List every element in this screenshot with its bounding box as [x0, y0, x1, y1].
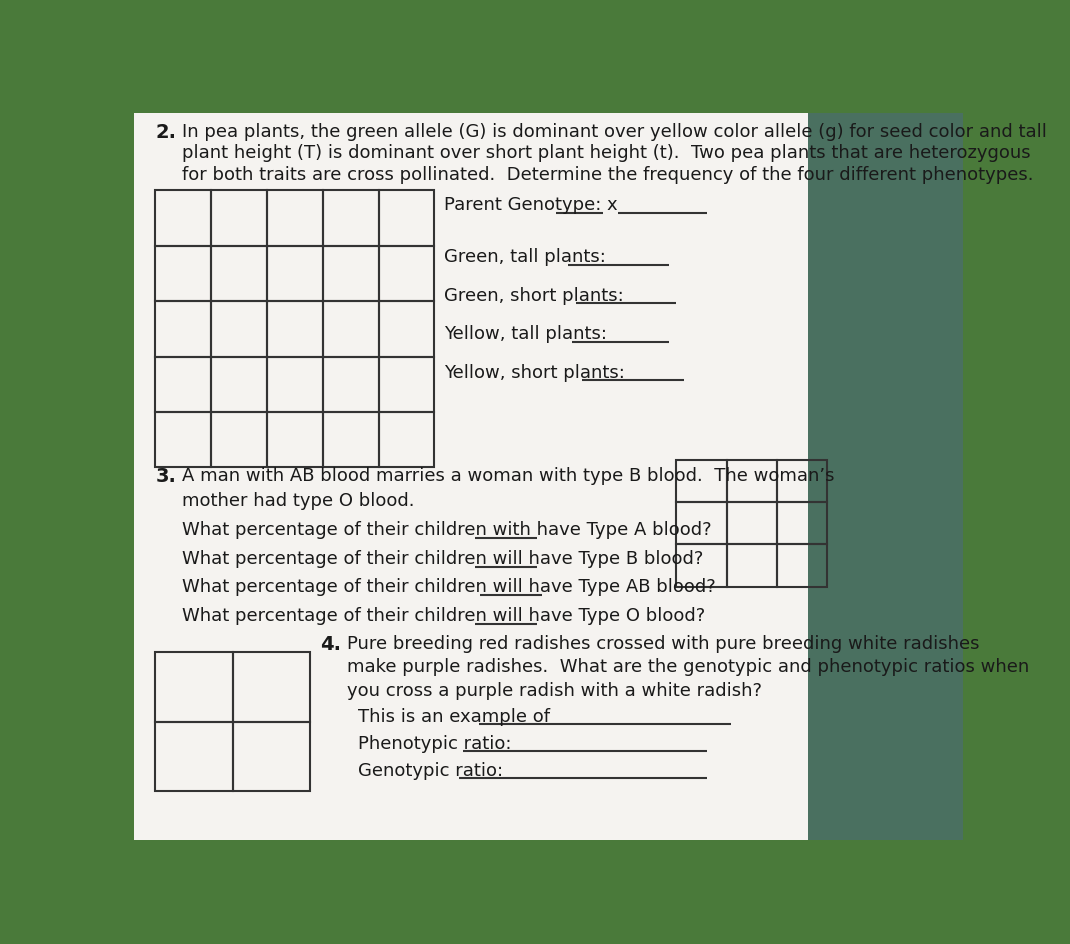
Text: In pea plants, the green allele (G) is dominant over yellow color allele (g) for: In pea plants, the green allele (G) is d…	[182, 123, 1046, 141]
Bar	[268, 301, 323, 357]
Text: Phenotypic ratio:: Phenotypic ratio:	[358, 735, 513, 753]
FancyBboxPatch shape	[134, 113, 808, 840]
Bar	[676, 545, 727, 587]
Text: What percentage of their children will have Type AB blood?: What percentage of their children will h…	[182, 579, 716, 597]
Text: Yellow, tall plants:: Yellow, tall plants:	[444, 325, 607, 343]
Bar	[268, 357, 323, 412]
Bar	[379, 412, 434, 467]
Bar	[777, 502, 827, 545]
Bar	[676, 460, 727, 502]
Bar	[268, 245, 323, 301]
Text: you cross a purple radish with a white radish?: you cross a purple radish with a white r…	[347, 682, 762, 700]
Bar	[379, 191, 434, 245]
Text: mother had type O blood.: mother had type O blood.	[182, 492, 414, 510]
Bar	[211, 245, 268, 301]
Bar	[379, 301, 434, 357]
Bar	[727, 460, 777, 502]
Text: What percentage of their children will have Type B blood?: What percentage of their children will h…	[182, 549, 703, 568]
Bar	[727, 545, 777, 587]
Bar	[323, 245, 379, 301]
Text: Green, tall plants:: Green, tall plants:	[444, 248, 606, 266]
Bar	[155, 245, 211, 301]
Text: 4.: 4.	[320, 635, 340, 654]
Bar	[233, 721, 310, 791]
Bar	[155, 191, 211, 245]
Text: What percentage of their children will have Type O blood?: What percentage of their children will h…	[182, 607, 705, 625]
Text: 3.: 3.	[155, 467, 177, 486]
Text: A man with AB blood marries a woman with type B blood.  The woman’s: A man with AB blood marries a woman with…	[182, 467, 835, 485]
Bar	[211, 412, 268, 467]
Text: What percentage of their children with have Type A blood?: What percentage of their children with h…	[182, 521, 712, 539]
Bar	[727, 502, 777, 545]
Bar	[211, 191, 268, 245]
Bar	[155, 301, 211, 357]
Text: make purple radishes.  What are the genotypic and phenotypic ratios when: make purple radishes. What are the genot…	[347, 659, 1029, 677]
Bar	[155, 652, 233, 721]
FancyBboxPatch shape	[808, 113, 963, 840]
Text: Green, short plants:: Green, short plants:	[444, 287, 624, 305]
Bar	[155, 357, 211, 412]
Text: plant height (T) is dominant over short plant height (t).  Two pea plants that a: plant height (T) is dominant over short …	[182, 144, 1030, 162]
Text: Parent Genotype:: Parent Genotype:	[444, 196, 601, 214]
Bar	[323, 301, 379, 357]
Bar	[155, 412, 211, 467]
Bar	[323, 357, 379, 412]
Bar	[211, 357, 268, 412]
Bar	[379, 357, 434, 412]
Bar	[268, 191, 323, 245]
Text: Genotypic ratio:: Genotypic ratio:	[358, 763, 504, 781]
Bar	[233, 652, 310, 721]
Bar	[777, 545, 827, 587]
Text: x: x	[607, 196, 617, 214]
Text: for both traits are cross pollinated.  Determine the frequency of the four diffe: for both traits are cross pollinated. De…	[182, 165, 1034, 184]
Text: 2.: 2.	[155, 123, 177, 142]
Bar	[676, 502, 727, 545]
Bar	[211, 301, 268, 357]
Bar	[323, 191, 379, 245]
Bar	[323, 412, 379, 467]
Bar	[268, 412, 323, 467]
Bar	[155, 721, 233, 791]
Text: Pure breeding red radishes crossed with pure breeding white radishes: Pure breeding red radishes crossed with …	[347, 635, 979, 653]
Text: Yellow, short plants:: Yellow, short plants:	[444, 363, 625, 381]
Bar	[777, 460, 827, 502]
Text: This is an example of: This is an example of	[358, 709, 550, 727]
Bar	[379, 245, 434, 301]
